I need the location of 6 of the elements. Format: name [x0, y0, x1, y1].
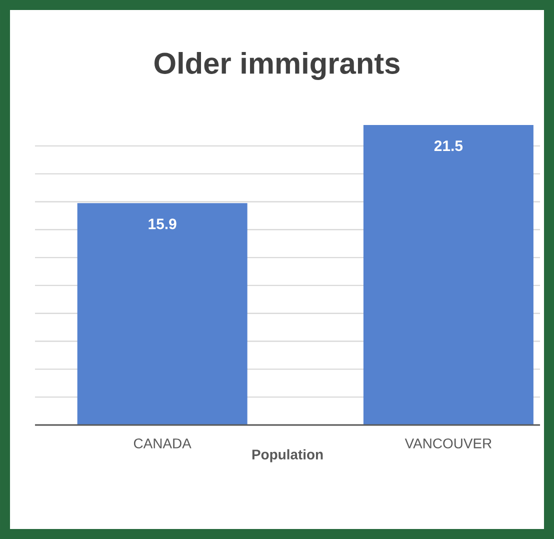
data-label: 15.9 [148, 218, 176, 230]
x-tick-label: CANADA [134, 438, 192, 448]
chart-title: Older immigrants [154, 52, 400, 80]
x-tick-label: VANCOUVER [404, 438, 492, 448]
x-axis-title: Population [252, 449, 323, 462]
data-label: 21.5 [434, 140, 463, 152]
